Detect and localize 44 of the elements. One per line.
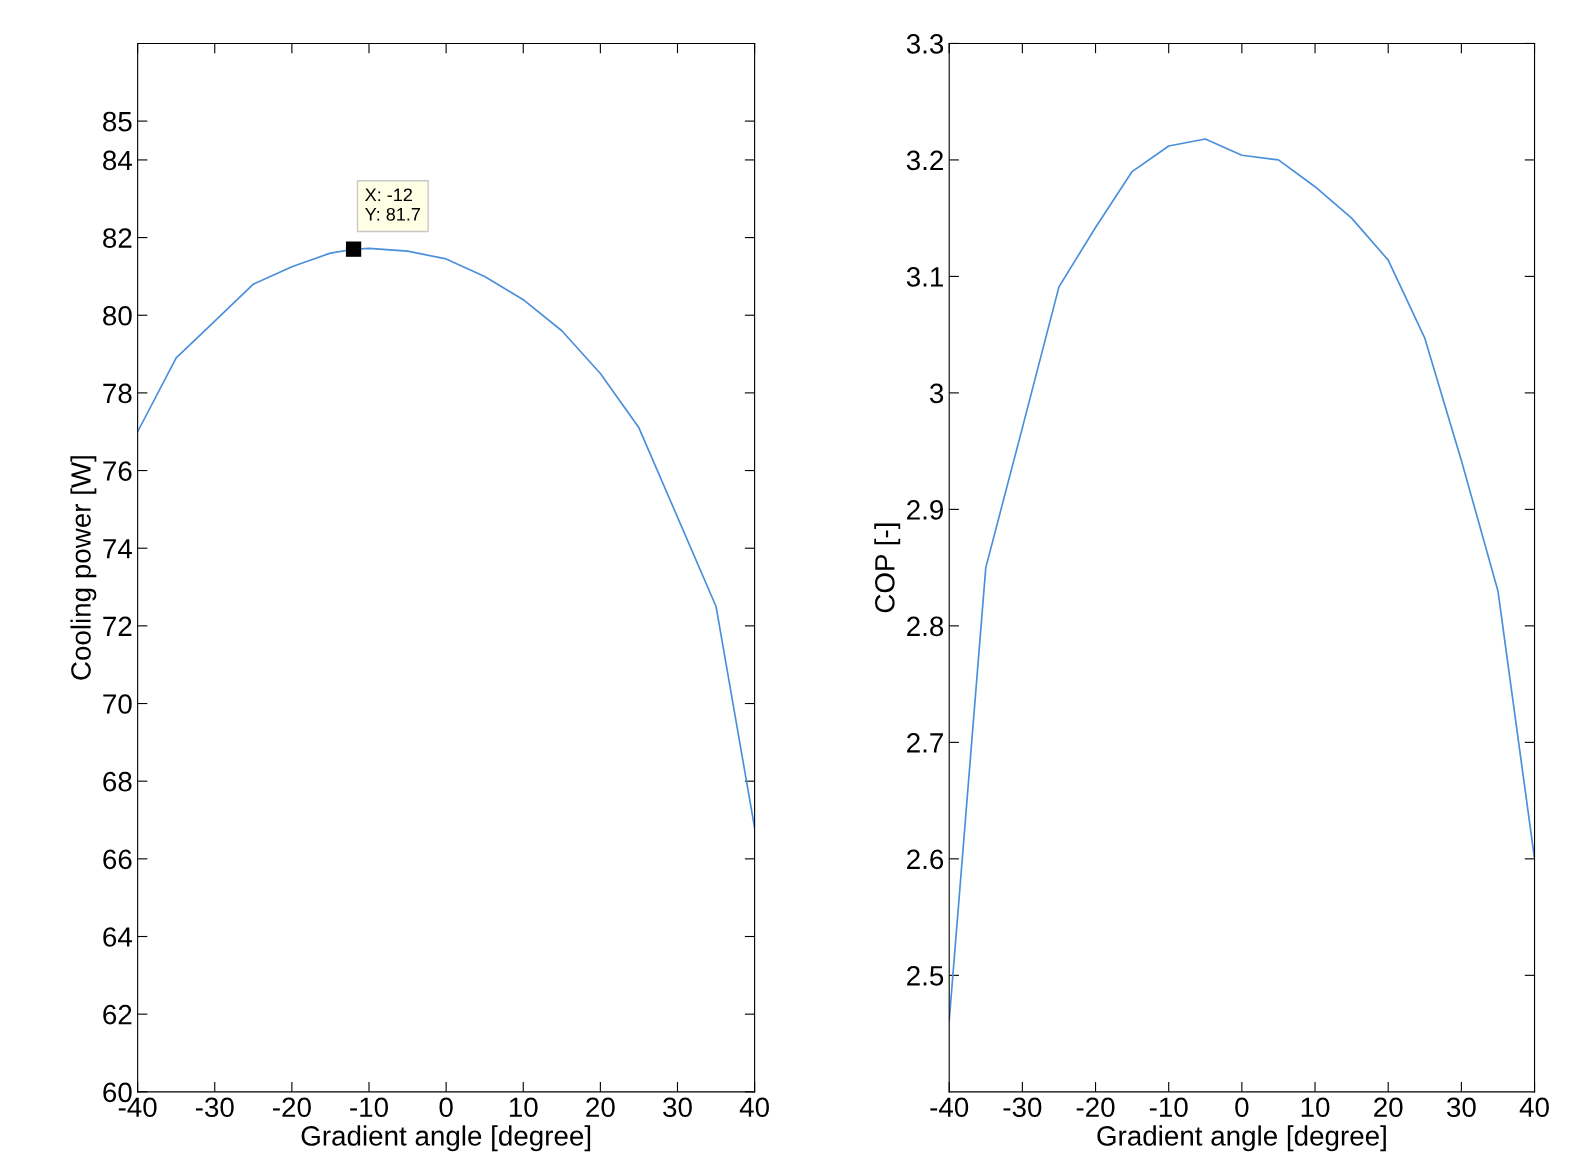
y-tick-label: 74 [103, 539, 132, 559]
x-tick-label: 40 [739, 1097, 769, 1118]
y-tick-label: 76 [103, 461, 132, 481]
x-tick-label: -40 [930, 1097, 969, 1118]
x-tick-label: 0 [439, 1097, 453, 1118]
x-tick-label: 20 [586, 1097, 615, 1118]
x-axis-title: Gradient angle [degree] [1097, 1125, 1386, 1152]
y-tick-label: 3.3 [906, 34, 944, 54]
annotation: X: -12 Y: 81.7 [365, 188, 421, 221]
x-tick-label: -10 [1149, 1097, 1188, 1118]
x-tick-label: -30 [195, 1097, 234, 1118]
y-tick-label: 84 [103, 150, 132, 171]
y-tick-label: 66 [103, 849, 132, 870]
x-tick-label: -20 [1076, 1097, 1115, 1118]
x-tick-label: 20 [1374, 1097, 1403, 1118]
y-tick-label: 82 [103, 228, 132, 248]
y-tick-label: 2.9 [907, 500, 944, 520]
y-tick-label: 70 [103, 694, 132, 714]
y-tick-label: 3.2 [906, 150, 943, 171]
y-tick-label: 2.8 [907, 616, 944, 637]
y-tick-label: 85 [103, 111, 132, 132]
y-tick-label: 3 [929, 383, 944, 404]
x-tick-label: 30 [663, 1097, 692, 1118]
y-axis-title: COP [-] [874, 523, 901, 613]
y-tick-label: 3.1 [906, 267, 943, 287]
x-tick-label: 30 [1446, 1097, 1476, 1118]
y-tick-label: 68 [103, 771, 132, 792]
x-tick-label: 40 [1519, 1097, 1549, 1118]
y-tick-label: 78 [103, 383, 132, 404]
x-tick-label: -20 [273, 1097, 311, 1118]
x-tick-label: -30 [1003, 1097, 1042, 1118]
x-tick-label: -10 [350, 1097, 388, 1118]
x-tick-label: 10 [509, 1097, 538, 1118]
y-tick-label: 62 [103, 1004, 132, 1025]
x-tick-label: 10 [1301, 1097, 1330, 1118]
x-axis-title: Gradient angle [degree] [301, 1125, 591, 1152]
y-tick-label: 64 [103, 927, 132, 947]
y-tick-label: 80 [103, 305, 132, 326]
y-tick-label: 2.7 [907, 733, 943, 753]
x-tick-label: 0 [1235, 1097, 1249, 1118]
y-tick-label: 2.5 [907, 966, 944, 986]
y-tick-label: 2.6 [907, 849, 944, 870]
y-axis-title: Cooling power [W] [70, 456, 97, 680]
y-tick-label: 72 [103, 616, 132, 636]
